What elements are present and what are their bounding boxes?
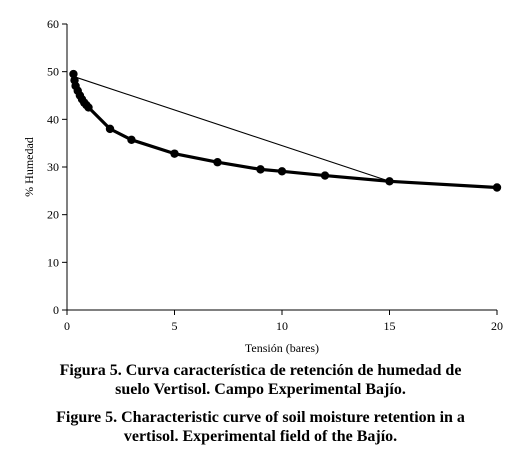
axes: 0 10 20 30 40 50 60 0 5 10 15 20: [47, 17, 503, 333]
data-point: [213, 158, 222, 167]
data-point: [385, 177, 394, 186]
data-point: [127, 135, 136, 145]
data-point: [69, 69, 78, 79]
x-axis-label: Tensión (bares): [245, 341, 319, 355]
caption-en-line-2: vertisol. Experimental field of the Bají…: [123, 428, 398, 445]
x-tick-label: 0: [64, 319, 70, 333]
y-tick-label: 30: [47, 160, 59, 174]
caption-es-line-2: suelo Vertisol. Campo Experimental Bajío…: [115, 381, 406, 398]
straight-line: [73, 75, 390, 182]
data-point: [170, 149, 179, 158]
data-point: [256, 165, 265, 174]
data-point: [105, 124, 115, 134]
y-axis-label: % Humedad: [22, 137, 36, 197]
x-tick-label: 20: [491, 319, 503, 333]
data-point: [84, 103, 93, 112]
y-tick-label: 10: [47, 255, 59, 269]
chart-marks: [69, 69, 502, 192]
data-point: [277, 167, 287, 176]
data-point: [492, 183, 502, 192]
moisture-retention-chart: 0 10 20 30 40 50 60 0 5 10 15 20 Tensión (bares) % …: [22, 17, 503, 355]
caption-es-line-1: Figura 5. Curva característica de retenc…: [59, 362, 462, 379]
y-tick-label: 60: [47, 17, 59, 31]
caption-en-line-1: Figure 5. Characteristic curve of soil m…: [56, 409, 465, 426]
y-tick-label: 20: [47, 208, 59, 222]
x-tick-label: 5: [172, 319, 178, 333]
y-tick-label: 40: [47, 112, 59, 126]
data-point: [320, 171, 330, 180]
figure-caption-english: Figure 5. Characteristic curve of soil m…: [0, 408, 521, 446]
x-tick-label: 10: [276, 319, 288, 333]
figure-caption-spanish: Figura 5. Curva característica de retenc…: [0, 361, 521, 399]
y-tick-label: 0: [53, 303, 59, 317]
x-tick-label: 15: [384, 319, 396, 333]
y-tick-label: 50: [47, 65, 59, 79]
